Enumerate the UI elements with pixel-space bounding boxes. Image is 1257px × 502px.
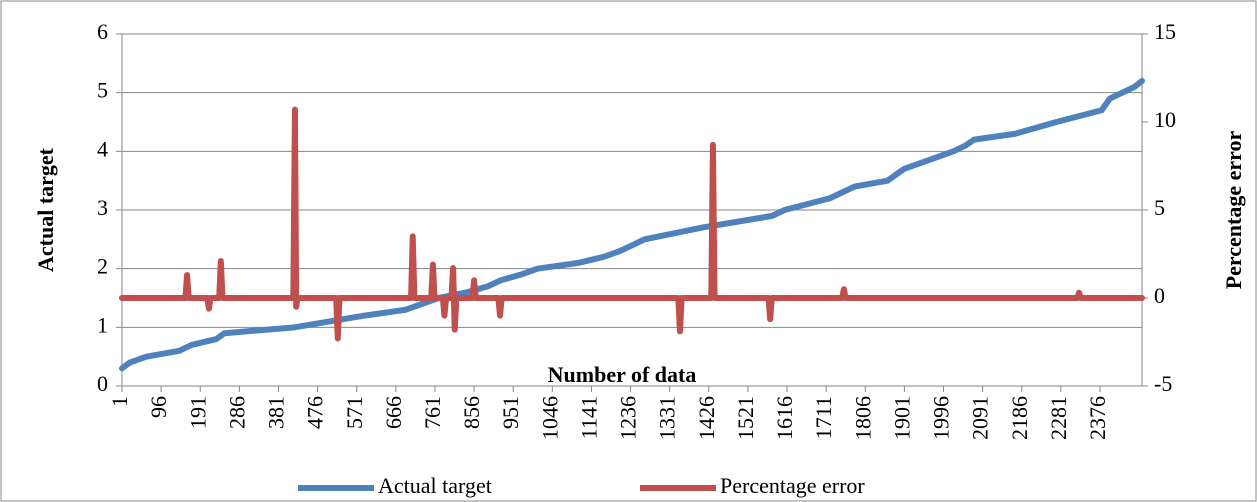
x-tick-label: 1046 [537, 396, 562, 440]
x-tick-label: 2281 [1046, 396, 1071, 440]
x-tick-label: 761 [420, 396, 445, 429]
y2-tick-label: 0 [1154, 283, 1165, 308]
y-tick-label: 3 [97, 195, 108, 220]
x-tick-label: 951 [498, 396, 523, 429]
y-tick-label: 6 [97, 19, 108, 44]
x-axis-label: Number of data [548, 362, 697, 387]
x-tick-label: 476 [303, 396, 328, 429]
y-axis-label: Actual target [33, 147, 58, 272]
x-tick-label: 2091 [968, 396, 993, 440]
y2-tick-label: -5 [1154, 371, 1172, 396]
x-tick-label: 571 [342, 396, 367, 429]
series-line [119, 77, 1145, 372]
legend-label: Percentage error [720, 473, 865, 498]
x-tick-label: 1806 [850, 396, 875, 440]
y-tick-label: 1 [97, 312, 108, 337]
x-tick-label: 2376 [1085, 396, 1110, 440]
x-tick-label: 1711 [811, 396, 836, 439]
x-tick-label: 1236 [616, 396, 641, 440]
y-tick-label: 5 [97, 78, 108, 103]
x-tick-label: 2186 [1007, 396, 1032, 440]
x-tick-label: 1426 [694, 396, 719, 440]
y-tick-label: 4 [97, 136, 108, 161]
series-line [119, 106, 1145, 342]
y2-tick-label: 5 [1154, 195, 1165, 220]
x-tick-label: 1521 [733, 396, 758, 440]
x-tick-label: 286 [224, 396, 249, 429]
x-tick-label: 856 [459, 396, 484, 429]
y-tick-label: 0 [97, 371, 108, 396]
x-tick-label: 1331 [655, 396, 680, 440]
x-tick-label: 1141 [576, 396, 601, 439]
y2-tick-label: 10 [1154, 107, 1176, 132]
x-tick-label: 1996 [929, 396, 954, 440]
x-tick-label: 191 [185, 396, 210, 429]
y-tick-label: 2 [97, 254, 108, 279]
legend-label: Actual target [378, 473, 492, 498]
x-tick-label: 1901 [889, 396, 914, 440]
x-tick-label: 1 [107, 396, 132, 407]
y2-tick-label: 15 [1154, 19, 1176, 44]
x-tick-label: 1616 [772, 396, 797, 440]
x-tick-label: 381 [264, 396, 289, 429]
x-tick-label: 666 [381, 396, 406, 429]
x-tick-label: 96 [146, 396, 171, 418]
y2-axis-label: Percentage error [1221, 130, 1246, 289]
